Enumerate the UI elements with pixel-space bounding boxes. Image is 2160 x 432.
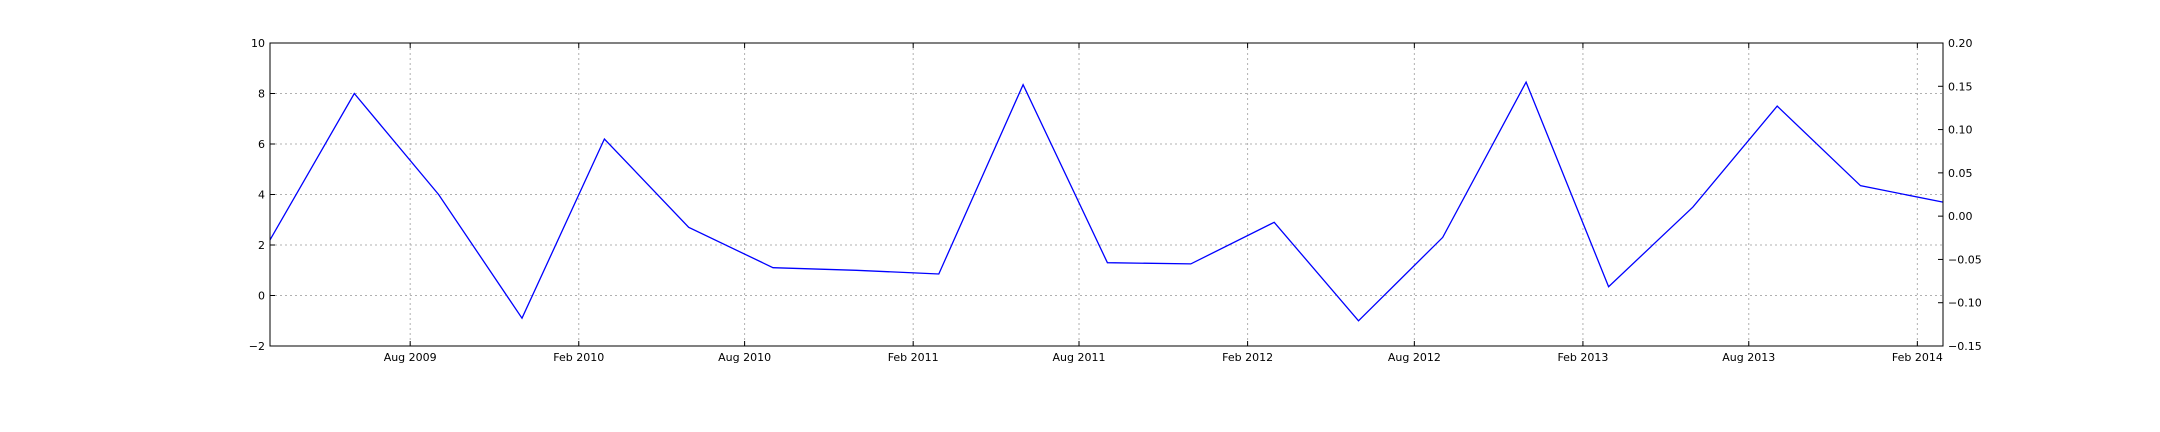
y-tick-label: 10 bbox=[251, 37, 265, 50]
y2-tick-label: 0.20 bbox=[1948, 37, 1973, 50]
y-tick-label: −2 bbox=[249, 340, 265, 353]
y2-tick-label: −0.15 bbox=[1948, 340, 1982, 353]
x-tick-label: Feb 2013 bbox=[1557, 351, 1608, 364]
y-tick-label: 0 bbox=[258, 290, 265, 303]
x-tick-label: Aug 2013 bbox=[1722, 351, 1775, 364]
series-layer bbox=[269, 80, 1944, 322]
tick-labels: −2 0 2 4 6 8 10 −0.15 −0.10 −0.05 0.00 0.05 0.10 0.15… bbox=[249, 37, 1982, 364]
x-tick-label: Feb 2012 bbox=[1222, 351, 1273, 364]
y-tick-label: 8 bbox=[258, 88, 265, 101]
y2-tick-label: 0.15 bbox=[1948, 80, 1973, 93]
series-line bbox=[269, 80, 1944, 322]
y2-tick-label: 0.10 bbox=[1948, 124, 1973, 137]
y-tick-label: 2 bbox=[258, 239, 265, 252]
y-tick-label: 4 bbox=[258, 189, 265, 202]
y2-tick-label: 0.00 bbox=[1948, 210, 1973, 223]
y2-tick-label: −0.05 bbox=[1948, 253, 1982, 266]
tick-marks bbox=[270, 42, 1943, 347]
x-tick-label: Aug 2010 bbox=[718, 351, 771, 364]
x-tick-label: Aug 2011 bbox=[1053, 351, 1106, 364]
x-tick-label: Feb 2011 bbox=[888, 351, 939, 364]
x-tick-label: Feb 2010 bbox=[553, 351, 604, 364]
grid-lines bbox=[270, 43, 1943, 346]
y2-tick-label: 0.05 bbox=[1948, 167, 1973, 180]
x-tick-label: Aug 2012 bbox=[1388, 351, 1441, 364]
x-tick-label: Feb 2014 bbox=[1892, 351, 1943, 364]
y-tick-label: 6 bbox=[258, 138, 265, 151]
y2-tick-label: −0.10 bbox=[1948, 297, 1982, 310]
x-tick-label: Aug 2009 bbox=[384, 351, 437, 364]
